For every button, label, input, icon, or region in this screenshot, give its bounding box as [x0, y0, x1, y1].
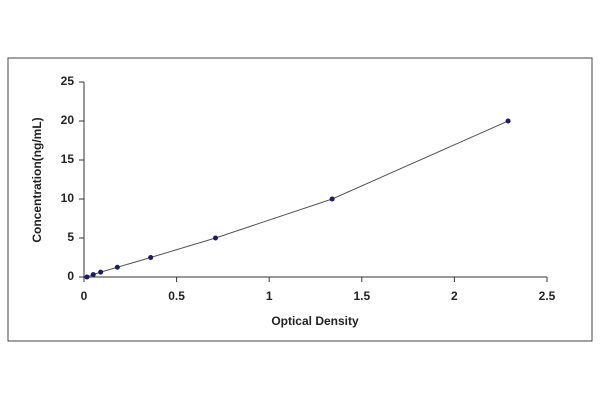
x-tick-label: 1: [266, 289, 273, 303]
data-point: [505, 118, 511, 124]
x-axis-label: Optical Density: [271, 314, 359, 328]
x-tick-label: 0.5: [168, 289, 185, 303]
chart-frame: [7, 57, 593, 342]
data-point: [84, 274, 90, 280]
data-point: [90, 272, 96, 278]
y-tick-label: 25: [61, 74, 75, 88]
y-tick-label: 0: [67, 269, 74, 283]
data-point: [329, 196, 335, 202]
y-tick-label: 5: [67, 230, 74, 244]
data-point: [148, 255, 154, 260]
y-axis-label: Concentration(ng/mL): [30, 117, 44, 242]
y-tick-label: 10: [61, 191, 75, 205]
data-point: [98, 269, 104, 275]
y-tick-label: 20: [61, 113, 75, 127]
data-point: [212, 235, 218, 241]
x-tick-label: 1.5: [353, 289, 370, 303]
x-tick-label: 2.5: [539, 289, 556, 303]
y-tick-label: 15: [61, 152, 75, 166]
x-tick-label: 2: [451, 289, 458, 303]
x-tick-label: 0: [81, 289, 88, 303]
data-point: [114, 264, 120, 270]
